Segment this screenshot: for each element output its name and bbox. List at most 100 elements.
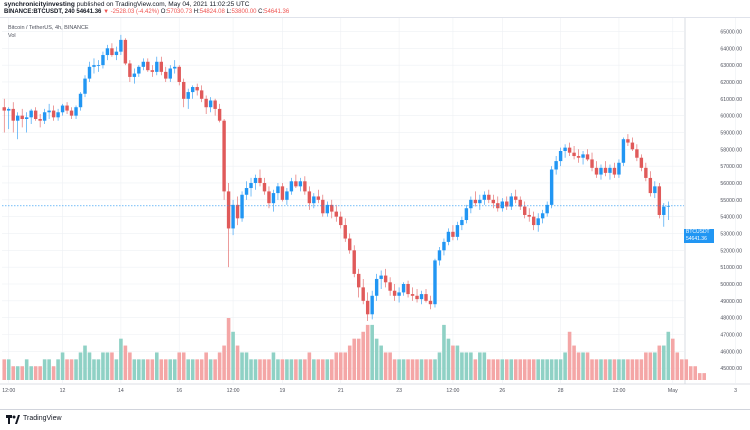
candle-body	[51, 110, 56, 118]
volume-bar	[258, 359, 262, 380]
candle-body	[464, 208, 469, 221]
volume-bar	[581, 352, 585, 380]
candle-body	[554, 161, 558, 170]
candle-body	[2, 107, 6, 111]
candlestick-chart[interactable]: 65000.00 64000.00 63000.00 62000.00 61000.00…	[0, 18, 750, 408]
volume-bar	[307, 352, 312, 380]
candle-body	[105, 48, 110, 56]
candle-body	[276, 186, 280, 194]
volume-bar	[365, 324, 370, 380]
last-price-tag: BTCUSDT 54641.36 01:58:25	[684, 229, 714, 249]
volume-bar	[603, 359, 608, 380]
footer-bar: TradingView	[0, 409, 750, 430]
x-tick-label: 14	[118, 388, 124, 394]
volume-bar	[504, 359, 509, 380]
volume-bar	[478, 352, 482, 380]
candle-body	[460, 220, 464, 226]
candle-body	[451, 231, 455, 237]
volume-bar	[20, 366, 24, 380]
volume-bar	[496, 359, 500, 380]
candle-body	[141, 61, 146, 67]
x-tick-label: 16	[176, 388, 182, 394]
volume-bar	[177, 352, 182, 380]
candle-body	[428, 300, 433, 305]
candle-body	[558, 150, 563, 162]
volume-bar	[675, 352, 680, 380]
volume-bar	[334, 352, 339, 380]
volume-bar	[491, 359, 496, 380]
candle-body	[173, 66, 177, 69]
candle-body	[29, 110, 33, 118]
x-tick-label: 12	[60, 388, 66, 394]
volume-bar	[325, 359, 330, 380]
volume-bar	[159, 359, 164, 380]
volume-bar	[150, 359, 155, 380]
candle-body	[20, 115, 24, 120]
ohlc-c-label: C:	[258, 9, 265, 15]
candle-body	[401, 283, 406, 293]
candle-body	[312, 196, 316, 204]
volume-bar	[500, 359, 505, 380]
volume-bar	[347, 345, 352, 380]
candle-body	[514, 196, 518, 200]
volume-bar	[433, 359, 437, 380]
candle-body	[267, 191, 271, 204]
volume-bar	[549, 359, 554, 380]
candle-body	[626, 139, 630, 143]
candle-body	[500, 201, 504, 209]
volume-bar	[657, 345, 662, 380]
candle-body	[226, 191, 231, 229]
candle-body	[177, 66, 181, 82]
candle-body	[567, 147, 572, 153]
candle-body	[101, 55, 105, 66]
volume-bar	[244, 352, 249, 380]
candle-body	[352, 250, 356, 274]
volume-bar	[303, 359, 307, 380]
volume-bar	[316, 359, 321, 380]
candle-body	[258, 177, 262, 183]
volume-bar	[415, 359, 419, 380]
candle-body	[110, 48, 114, 56]
candle-body	[653, 186, 657, 194]
volume-bar	[199, 359, 204, 380]
x-tick-label: May	[668, 388, 678, 394]
volume-bar	[437, 352, 442, 380]
volume-bar	[110, 352, 114, 380]
volume-bar	[482, 352, 487, 380]
publisher-name[interactable]: synchronicityinvesting	[4, 1, 75, 8]
candle-body	[662, 206, 666, 215]
candle-body	[540, 213, 545, 219]
candle-body	[96, 65, 101, 66]
volume-bar	[585, 352, 590, 380]
candle-body	[92, 65, 96, 67]
tradingview-brand[interactable]: TradingView	[23, 415, 62, 422]
volume-bar	[379, 345, 383, 380]
candle-body	[164, 71, 168, 79]
volume-bar	[329, 359, 334, 380]
candle-body	[159, 61, 163, 72]
volume-bar	[146, 359, 150, 380]
volume-bar	[666, 331, 671, 380]
candle-body	[455, 225, 460, 237]
volume-bar	[285, 359, 289, 380]
volume-bar	[563, 352, 567, 380]
candle-body	[446, 231, 451, 242]
candle-body	[518, 199, 522, 207]
volume-bar	[383, 352, 388, 380]
y-tick-label: 64000.00	[720, 46, 742, 52]
volume-bar	[590, 359, 594, 380]
volume-bar	[419, 359, 424, 380]
volume-bar	[69, 359, 74, 380]
candle-body	[119, 39, 123, 52]
symbol-line: BINANCE:BTCUSDT, 240 54641.36 ▼ -2528.03…	[4, 9, 289, 15]
volume-bar	[78, 352, 83, 380]
x-tick-label: 21	[338, 388, 344, 394]
candle-body	[433, 260, 437, 305]
volume-bar	[56, 359, 60, 380]
volume-bar	[101, 352, 105, 380]
volume-bar	[531, 359, 536, 380]
candle-body	[343, 225, 347, 239]
volume-bar	[644, 352, 648, 380]
volume-bar	[24, 359, 29, 380]
volume-bar	[352, 338, 357, 380]
